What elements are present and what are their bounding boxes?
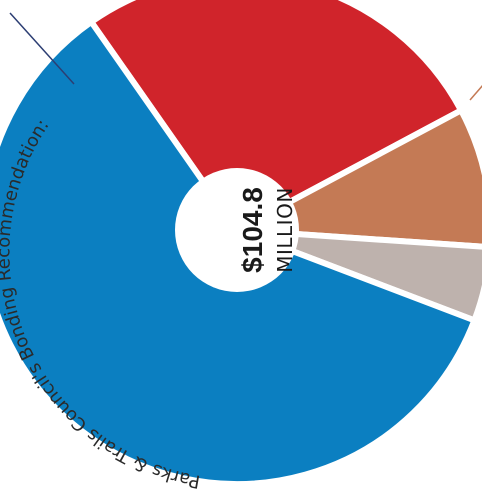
leader-line-copper — [469, 85, 482, 101]
donut-slices — [0, 0, 482, 484]
leader-line-blue — [9, 12, 75, 85]
center-amount: $104.8 — [237, 187, 268, 273]
donut-hole — [175, 168, 299, 292]
center-unit: MILLION — [273, 187, 297, 273]
